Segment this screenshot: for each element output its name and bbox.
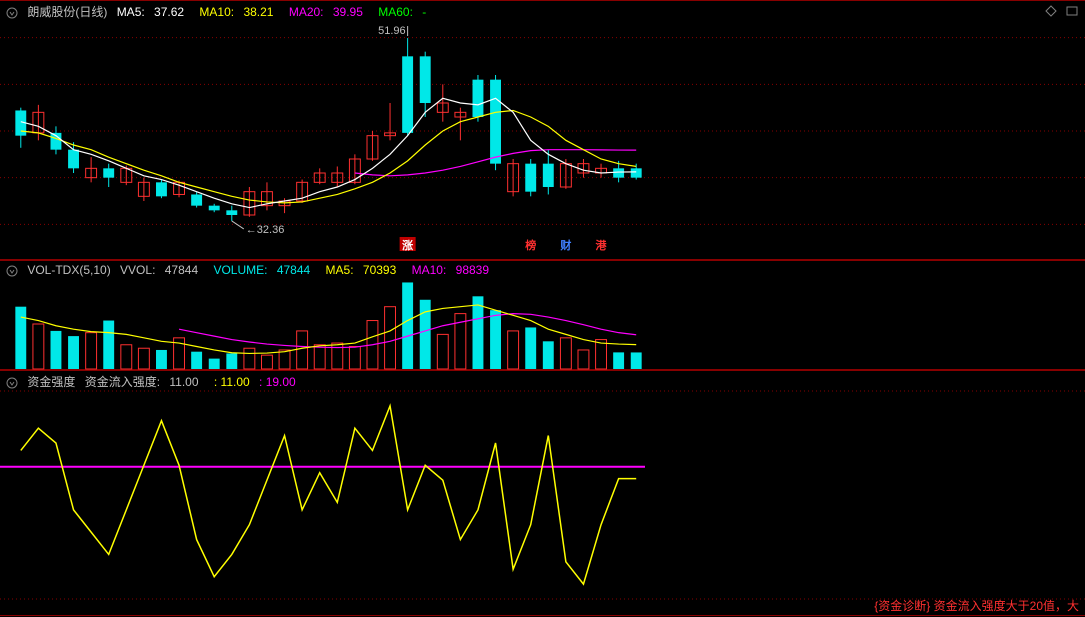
svg-text:51.96: 51.96 (378, 25, 406, 37)
volume-header: VOL-TDX(5,10) VVOL: 47844 VOLUME: 47844 … (6, 263, 501, 277)
panel-corner-icons (1040, 3, 1079, 18)
stock-title: 朗威股份(日线) (27, 5, 107, 19)
ma5-indicator: MA5: 37.62 (117, 5, 190, 19)
ma10-indicator: MA10: 38.21 (199, 5, 279, 19)
volume-indicator: VOLUME: 47844 (213, 263, 316, 277)
vol-ma5-indicator: MA5: 70393 (326, 263, 403, 277)
strength-val2: : 11.00 (214, 375, 250, 389)
footer-diagnosis: {资金诊断} 资金流入强度大于20值，大 (874, 597, 1079, 614)
volume-panel: VOL-TDX(5,10) VVOL: 47844 VOLUME: 47844 … (0, 260, 1085, 370)
strength-panel: 资金强度 资金流入强度: 11.00 : 11.00 : 19.00 {资金诊断… (0, 370, 1085, 616)
strength-label: 资金流入强度: 11.00 (85, 375, 205, 389)
svg-text:←32.36: ←32.36 (246, 224, 285, 236)
strength-val3: : 19.00 (259, 375, 296, 389)
chevron-down-icon[interactable] (6, 7, 18, 19)
svg-text:港: 港 (596, 238, 608, 252)
svg-text:财: 财 (559, 238, 571, 252)
chevron-down-icon[interactable] (6, 265, 18, 277)
candlestick-header: 朗威股份(日线) MA5: 37.62 MA10: 38.21 MA20: 39… (6, 3, 438, 20)
vvol-indicator: VVOL: 47844 (120, 263, 204, 277)
chevron-down-icon[interactable] (6, 377, 18, 389)
svg-text:涨: 涨 (402, 238, 413, 252)
rect-icon[interactable] (1065, 4, 1079, 18)
vol-title: VOL-TDX(5,10) (27, 263, 110, 277)
ma60-indicator: MA60: - (378, 5, 432, 19)
strength-header: 资金强度 资金流入强度: 11.00 : 11.00 : 19.00 (6, 373, 302, 390)
strength-chart[interactable] (0, 371, 1085, 617)
diamond-icon[interactable] (1044, 4, 1058, 18)
svg-text:榜: 榜 (525, 238, 536, 252)
candlestick-chart[interactable]: 51.96 ←32.36 涨 榜 财 港 (0, 1, 1085, 261)
candlestick-panel: 朗威股份(日线) MA5: 37.62 MA10: 38.21 MA20: 39… (0, 0, 1085, 260)
volume-chart[interactable] (0, 261, 1085, 371)
ma20-indicator: MA20: 39.95 (289, 5, 369, 19)
vol-ma10-indicator: MA10: 98839 (412, 263, 495, 277)
strength-title: 资金强度 (27, 375, 75, 389)
